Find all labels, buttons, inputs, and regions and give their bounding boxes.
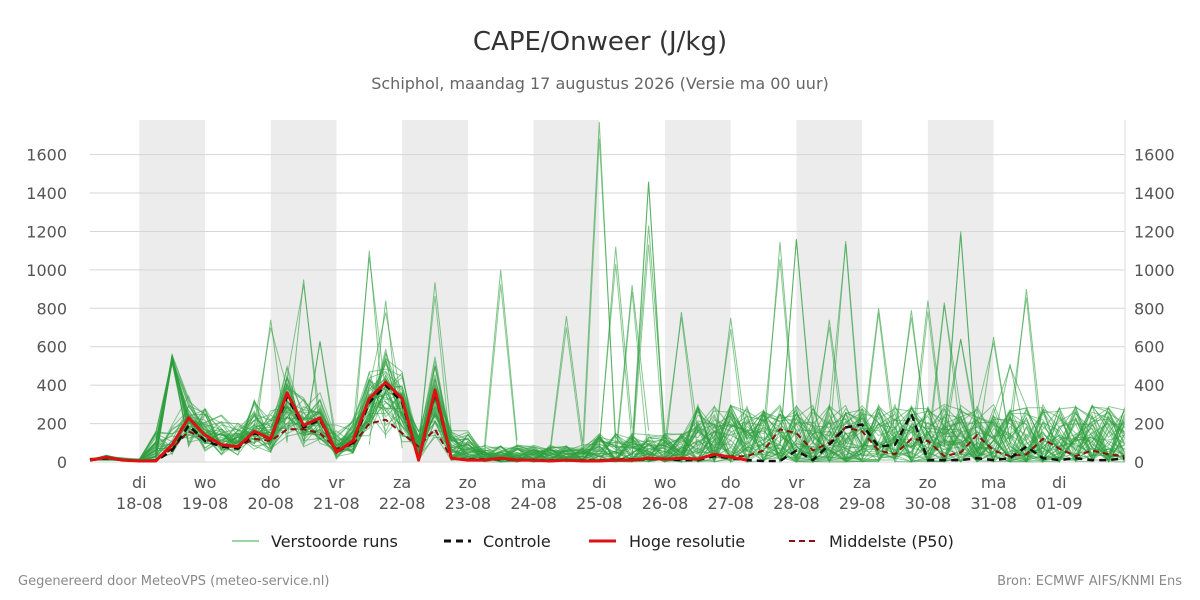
x-tick-day: za bbox=[393, 473, 411, 492]
x-tick-date: 22-08 bbox=[379, 494, 426, 513]
ensemble-peak-line bbox=[861, 308, 896, 442]
ensemble-peak-line bbox=[418, 282, 452, 449]
x-tick-date: 01-09 bbox=[1036, 494, 1083, 513]
y-tick-label-right: 1400 bbox=[1134, 184, 1175, 203]
ensemble-peak-line bbox=[664, 312, 699, 454]
legend-label-highres: Hoge resolutie bbox=[629, 532, 745, 551]
y-tick-label-right: 800 bbox=[1134, 299, 1165, 318]
x-tick-date: 29-08 bbox=[839, 494, 886, 513]
x-tick-day: vr bbox=[328, 473, 344, 492]
legend-label-median: Middelste (P50) bbox=[829, 532, 954, 551]
y-tick-label-right: 1600 bbox=[1134, 146, 1175, 165]
ensemble-peak-line bbox=[286, 279, 321, 442]
y-tick-label-left: 200 bbox=[36, 415, 67, 434]
legend: Verstoorde runs Controle Hoge resolutie … bbox=[232, 532, 954, 551]
x-tick-day: ma bbox=[981, 473, 1006, 492]
legend-label-control: Controle bbox=[483, 532, 551, 551]
y-tick-label-right: 1200 bbox=[1134, 222, 1175, 241]
ensemble-peak-line bbox=[352, 250, 387, 453]
x-tick-day: zo bbox=[459, 473, 477, 492]
day-band bbox=[533, 120, 600, 462]
legend-label-ensemble: Verstoorde runs bbox=[271, 532, 398, 551]
ensemble-peak-line bbox=[763, 241, 797, 449]
x-tick-day: do bbox=[721, 473, 741, 492]
x-tick-date: 23-08 bbox=[445, 494, 492, 513]
y-tick-label-left: 1000 bbox=[26, 261, 67, 280]
series-line-hoge-resolutie bbox=[89, 380, 748, 463]
x-tick-day: di bbox=[592, 473, 607, 492]
ensemble-peak-line bbox=[1091, 407, 1126, 443]
ensemble-peak-line bbox=[943, 338, 978, 447]
footer-source: Bron: ECMWF AIFS/KNMI Ens bbox=[997, 574, 1182, 589]
x-tick-day: wo bbox=[194, 473, 217, 492]
y-tick-label-left: 0 bbox=[57, 453, 67, 472]
ensemble-peak-line bbox=[368, 300, 403, 449]
x-tick-date: 18-08 bbox=[116, 494, 163, 513]
x-tick-date: 28-08 bbox=[773, 494, 820, 513]
gridlines bbox=[90, 154, 1125, 463]
day-band bbox=[139, 120, 205, 462]
axes: 0 0 200 200 400 400 600 600 800 800 1000 1000 1200 12… bbox=[26, 120, 1175, 513]
ensemble-peak-line bbox=[927, 302, 962, 446]
ensemble-peak-line bbox=[894, 310, 929, 445]
day-shading bbox=[139, 120, 994, 462]
x-tick-day: zo bbox=[919, 473, 937, 492]
y-tick-label-right: 400 bbox=[1134, 376, 1165, 395]
y-tick-label-left: 1400 bbox=[26, 184, 67, 203]
ensemble-members bbox=[89, 121, 1126, 464]
footer-generator: Gegenereerd door MeteoVPS (meteo-service… bbox=[18, 574, 329, 589]
x-tick-day: ma bbox=[521, 473, 546, 492]
y-tick-label-right: 200 bbox=[1134, 415, 1165, 434]
x-tick-date: 31-08 bbox=[970, 494, 1017, 513]
ensemble-peak-line bbox=[910, 300, 945, 447]
ensemble-peak-line bbox=[812, 319, 847, 445]
ensemble-member-line bbox=[89, 244, 1126, 463]
chart-subtitle: Schiphol, maandag 17 augustus 2026 (Vers… bbox=[371, 74, 829, 93]
ensemble-peak-line bbox=[598, 246, 633, 450]
ensemble-peak-line bbox=[993, 363, 1027, 442]
chart-title: CAPE/Onweer (J/kg) bbox=[473, 27, 727, 57]
y-tick-label-right: 1000 bbox=[1134, 261, 1175, 280]
y-tick-label-right: 0 bbox=[1134, 453, 1144, 472]
x-tick-date: 30-08 bbox=[905, 494, 952, 513]
ensemble-peak-line bbox=[943, 231, 978, 450]
ensemble-peak-line bbox=[155, 354, 190, 452]
ensemble-peak-line bbox=[828, 240, 863, 443]
ensemble-peak-line bbox=[631, 225, 666, 446]
x-tick-day: do bbox=[261, 473, 281, 492]
x-tick-date: 27-08 bbox=[707, 494, 754, 513]
ensemble-peak-line bbox=[549, 315, 584, 450]
ensemble-peak-line bbox=[615, 285, 650, 454]
ensemble-peak-line bbox=[582, 121, 617, 449]
x-tick-date: 21-08 bbox=[313, 494, 360, 513]
x-tick-day: di bbox=[1052, 473, 1067, 492]
y-tick-label-left: 800 bbox=[36, 299, 67, 318]
y-tick-label-left: 1600 bbox=[26, 146, 67, 165]
series-line-middelste-p50 bbox=[89, 418, 1126, 462]
ensemble-member-line bbox=[89, 365, 1126, 463]
y-tick-label-left: 600 bbox=[36, 338, 67, 357]
ensemble-peak-line bbox=[779, 239, 814, 446]
x-tick-day: di bbox=[132, 473, 147, 492]
x-tick-date: 19-08 bbox=[182, 494, 229, 513]
ensemble-peak-line bbox=[303, 340, 337, 449]
ensemble-peak-line bbox=[483, 269, 518, 448]
x-tick-date: 24-08 bbox=[510, 494, 557, 513]
main-series bbox=[89, 380, 1126, 463]
x-tick-day: wo bbox=[654, 473, 677, 492]
ensemble-member-line bbox=[89, 296, 1126, 463]
x-tick-date: 25-08 bbox=[576, 494, 623, 513]
ensemble-peak-line bbox=[976, 337, 1011, 449]
y-tick-label-right: 600 bbox=[1134, 338, 1165, 357]
y-tick-label-left: 1200 bbox=[26, 222, 67, 241]
ensemble-peak-line bbox=[631, 181, 666, 446]
ensemble-peak-line bbox=[253, 319, 288, 444]
x-tick-date: 20-08 bbox=[247, 494, 294, 513]
ensemble-peak-line bbox=[713, 317, 748, 452]
x-tick-day: za bbox=[853, 473, 871, 492]
x-tick-date: 26-08 bbox=[642, 494, 689, 513]
x-tick-day: vr bbox=[788, 473, 804, 492]
y-tick-label-left: 400 bbox=[36, 376, 67, 395]
